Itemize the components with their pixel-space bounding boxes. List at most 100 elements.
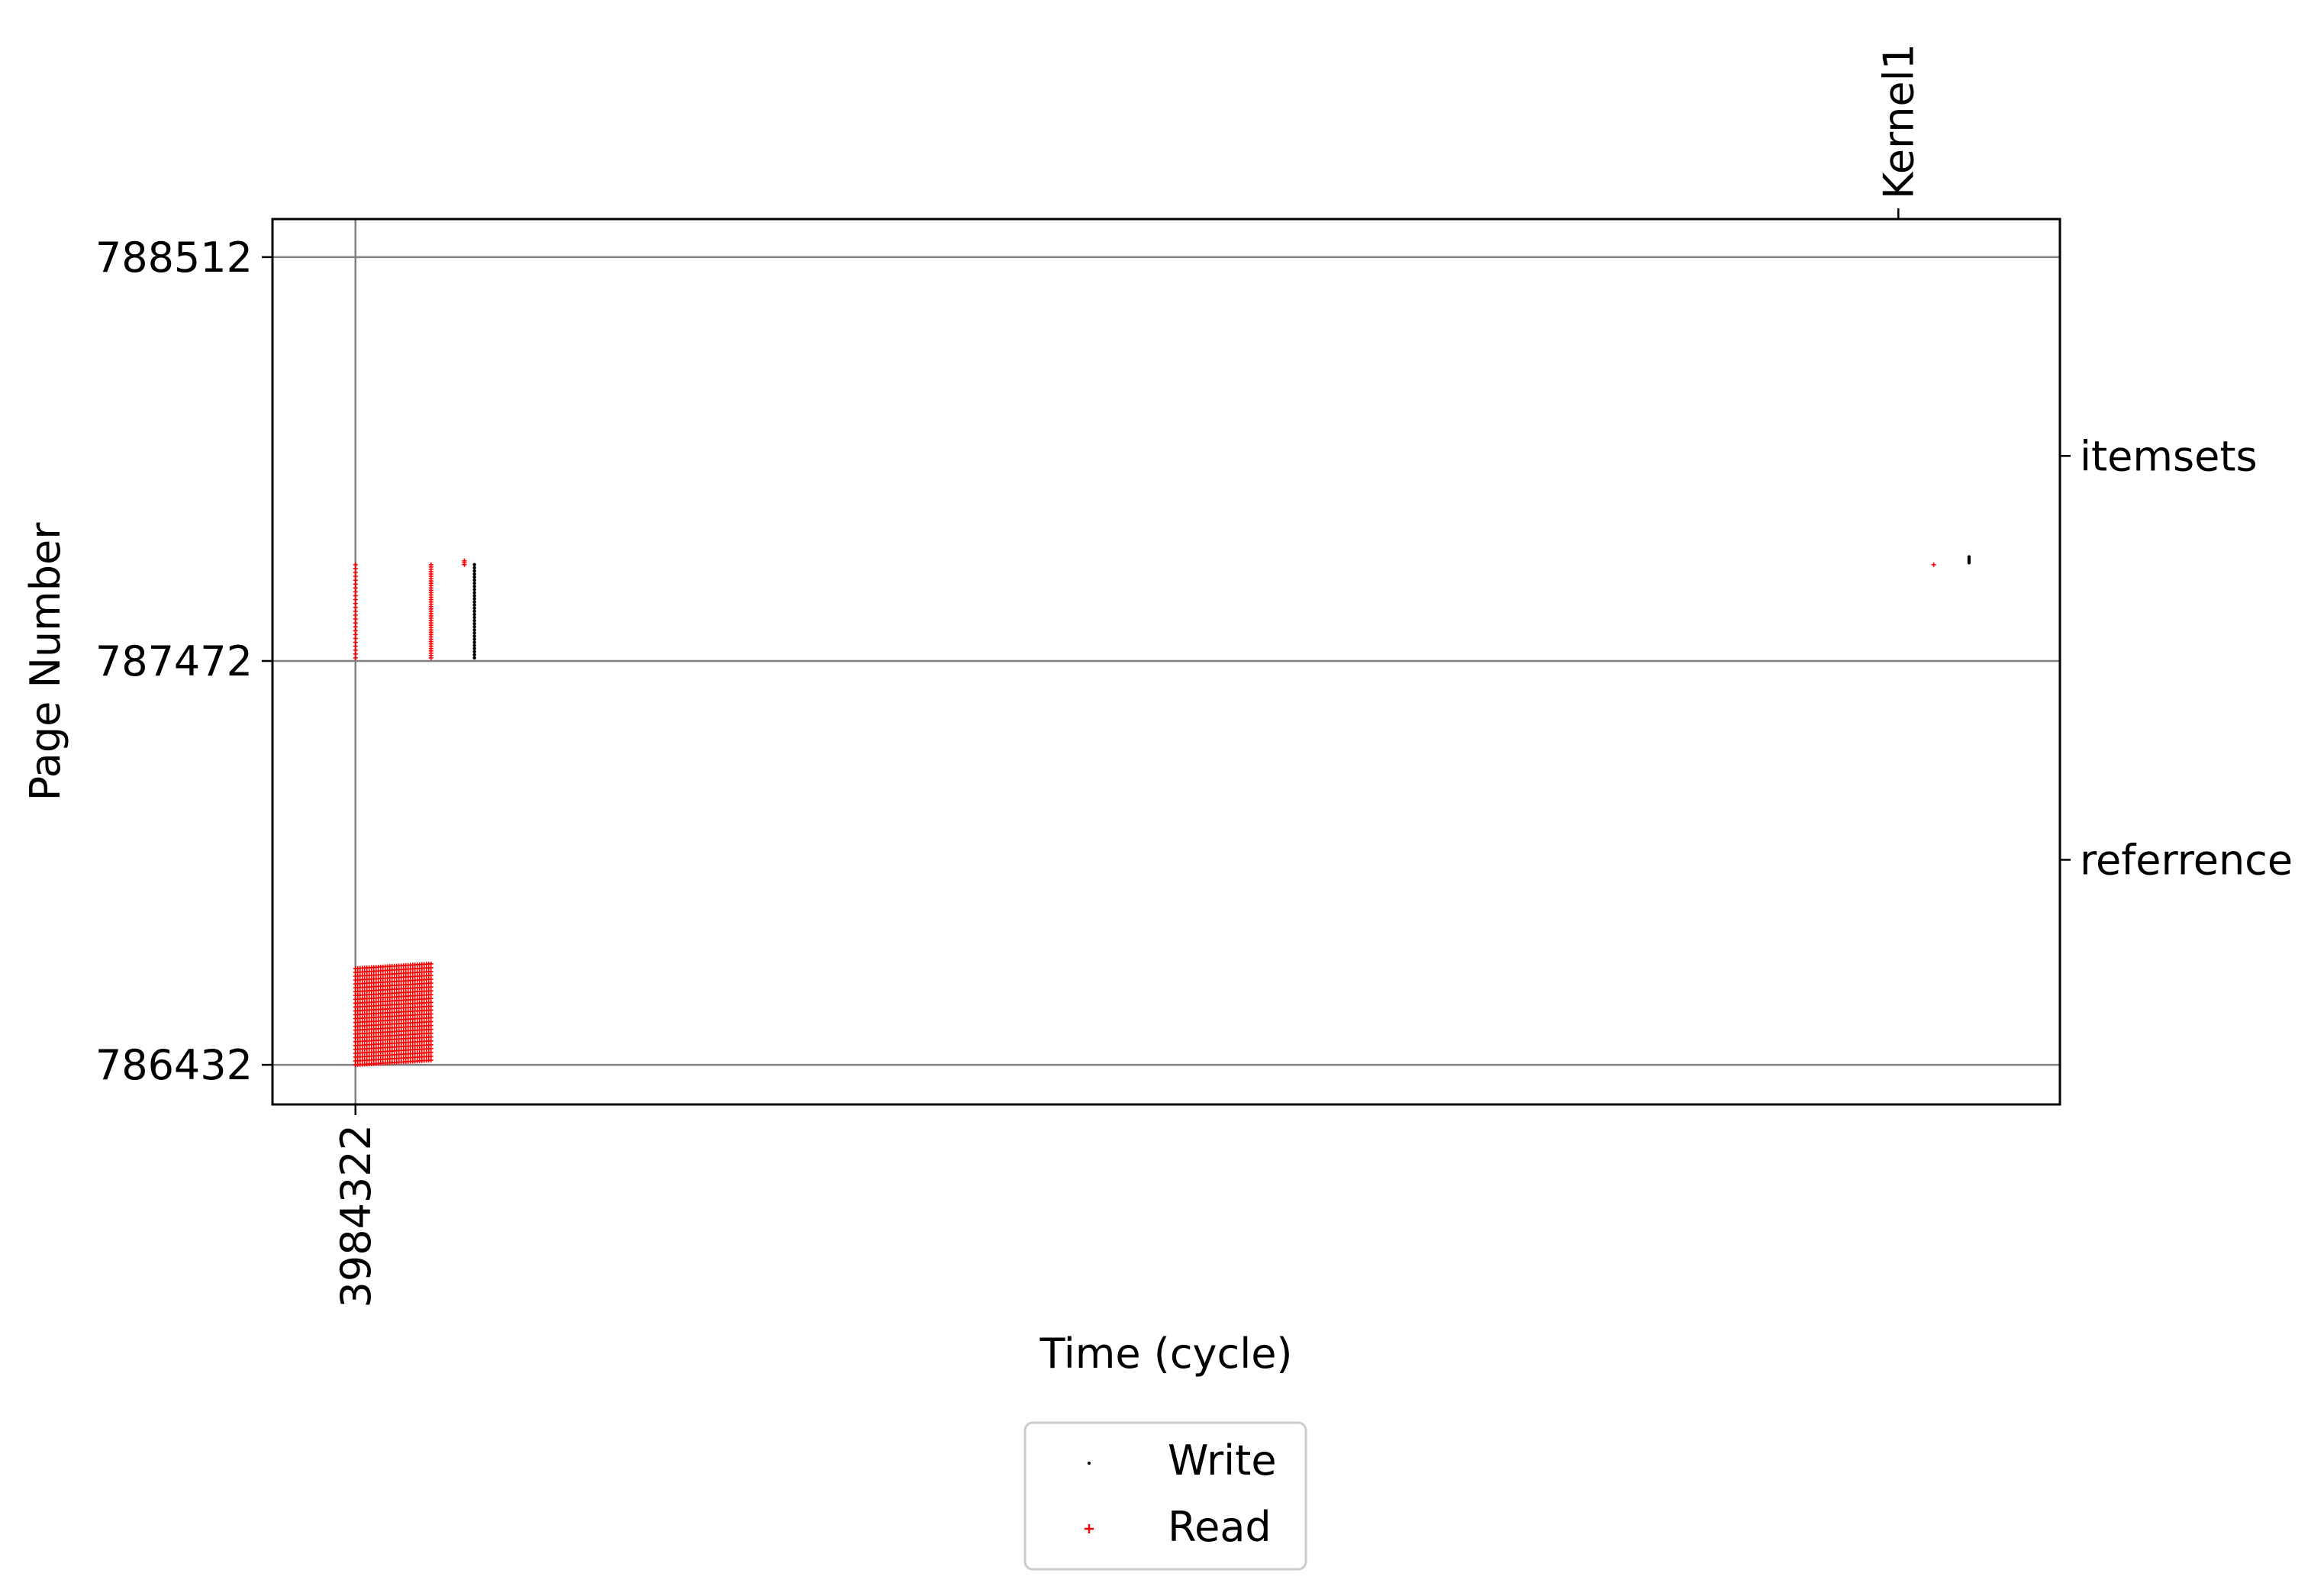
read-point-947 [428,985,434,990]
y-tick-label-0: 786432 [95,1041,253,1089]
write-point-22 [472,588,476,592]
write-point-23 [472,585,476,588]
write-point-21 [472,591,476,595]
read-point-936 [428,1027,434,1032]
read-point-939 [428,1015,434,1020]
read-point-932 [428,1042,434,1047]
write-point-25 [472,578,476,582]
write-point-0 [472,656,476,660]
read-point-3 [353,643,358,649]
read-point-937 [428,1023,434,1028]
write-point-12 [472,618,476,623]
read-point-18 [353,585,358,591]
read-point-11 [353,612,358,617]
data-points [353,555,1971,1068]
read-point-935 [428,1030,434,1036]
write-point-13 [472,615,476,620]
read-point-946 [428,988,434,994]
y-tick-label-2: 788512 [95,234,253,282]
read-point-21 [353,574,358,579]
read-point-5 [353,636,358,641]
write-point-15 [472,609,476,614]
write-point-28 [472,569,476,573]
read-point-944 [428,996,434,1001]
read-point-2 [353,647,358,653]
write-point-14 [472,612,476,617]
read-point-943 [428,1000,434,1005]
read-point-0 [353,655,358,660]
read-point-6 [353,632,358,637]
write-point-6 [472,637,476,641]
write-point-2 [472,650,476,653]
y-axis-label: Page Number [21,522,69,801]
read-point-941 [428,1008,434,1013]
top-marker-label-0: Kernel1 [1874,44,1923,199]
read-point-931 [428,1046,434,1051]
grid-lines [272,219,2060,1104]
read-point-20 [353,578,358,583]
y-tick-label-1: 787472 [95,637,253,685]
write-point-29 [472,566,476,570]
read-point-1 [353,651,358,656]
write-point-34 [1967,555,1971,559]
read-point-19 [353,582,358,587]
write-point-10 [472,625,476,629]
write-point-7 [472,634,476,638]
x-tick-label-0: 3984322 [332,1124,380,1308]
write-point-18 [472,600,476,604]
read-point-17 [353,589,358,595]
read-point-69 [1931,562,1936,567]
read-point-942 [428,1004,434,1009]
write-point-9 [472,628,476,632]
write-point-17 [472,603,476,607]
read-point-930 [428,1049,434,1055]
read-point-4 [353,640,358,645]
legend-label-read: Read [1168,1503,1272,1551]
read-point-945 [428,992,434,998]
write-point-11 [472,621,476,626]
write-point-16 [472,606,476,610]
read-point-13 [353,605,358,610]
read-point-929 [428,1053,434,1059]
read-point-938 [428,1019,434,1024]
right-label-1: referrence [2080,836,2293,884]
write-point-30 [472,563,476,567]
read-point-68 [462,558,467,563]
axes: 786432 787472 788512 3984322 Kernel1 itemsets… [95,44,2293,1308]
legend-marker-write [1088,1462,1091,1465]
read-point-12 [353,608,358,614]
read-point-951 [428,969,434,974]
legend: Write Read [1023,1421,1307,1571]
read-point-65 [428,562,434,567]
read-point-928 [428,1058,434,1062]
write-point-8 [472,631,476,635]
read-point-952 [428,965,434,970]
write-point-5 [472,640,476,644]
read-point-934 [428,1034,434,1040]
read-point-23 [353,566,358,571]
x-axis-label: Time (cycle) [1039,1330,1292,1378]
legend-label-write: Write [1168,1436,1277,1485]
read-point-15 [353,597,358,602]
read-point-24 [353,562,358,567]
legend-marker-read [1085,1524,1094,1533]
read-point-14 [353,601,358,606]
read-point-22 [353,569,358,575]
write-point-24 [472,582,476,585]
write-point-4 [472,643,476,647]
read-point-16 [353,593,358,598]
write-point-20 [472,594,476,598]
read-point-940 [428,1011,434,1017]
read-point-10 [353,617,358,622]
write-point-1 [472,653,476,657]
write-point-19 [472,597,476,601]
read-point-7 [353,628,358,634]
legend-box [1023,1421,1307,1571]
write-point-26 [472,575,476,579]
read-point-948 [428,981,434,986]
read-point-9 [353,621,358,626]
read-point-949 [428,977,434,982]
read-point-8 [353,624,358,630]
read-point-950 [428,972,434,978]
